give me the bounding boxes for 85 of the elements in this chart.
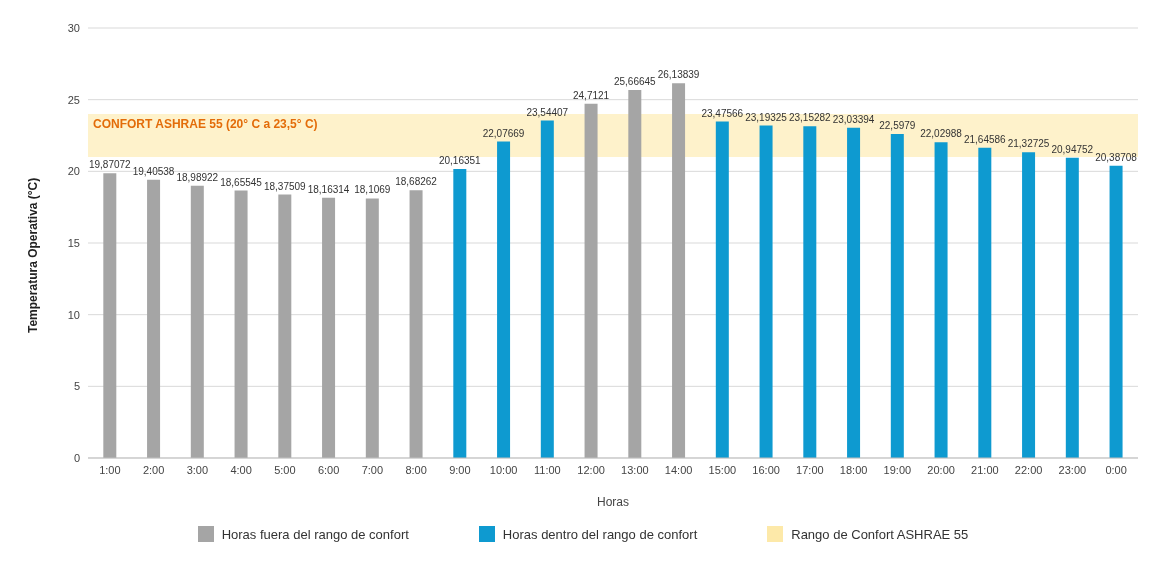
data-label: 23,54407 — [526, 106, 569, 118]
y-tick-label: 20 — [67, 165, 80, 178]
x-tick-label: 9:00 — [449, 463, 471, 476]
bar — [190, 185, 204, 458]
bar — [365, 198, 379, 458]
x-tick-label: 17:00 — [796, 463, 824, 476]
bar — [890, 134, 904, 458]
x-tick-label: 16:00 — [752, 463, 780, 476]
data-label: 20,38708 — [1095, 151, 1138, 163]
data-label: 25,66645 — [613, 76, 657, 88]
x-tick-label: 21:00 — [971, 463, 999, 476]
data-label: 20,16351 — [438, 154, 482, 166]
bar — [497, 141, 511, 458]
x-tick-label: 18:00 — [839, 463, 868, 476]
x-tick-label: 10:00 — [489, 463, 518, 476]
bar — [1065, 157, 1079, 458]
data-label: 18,16314 — [307, 183, 350, 195]
data-label: 21,32725 — [1007, 138, 1050, 150]
bar — [1109, 165, 1123, 458]
x-tick-label: 0:00 — [1105, 463, 1127, 476]
x-tick-label: 13:00 — [621, 463, 649, 476]
x-tick-label: 11:00 — [534, 463, 561, 476]
x-tick-label: 6:00 — [317, 463, 340, 476]
bar — [715, 121, 729, 458]
band-label: CONFORT ASHRAE 55 (20° C a 23,5° C) — [93, 116, 318, 131]
x-tick-label: 19:00 — [883, 463, 912, 476]
data-label: 22,07669 — [482, 127, 525, 139]
x-tick-label: 15:00 — [708, 463, 737, 476]
bar — [759, 125, 773, 458]
x-tick-label: 23:00 — [1058, 463, 1087, 476]
x-tick-label: 3:00 — [186, 463, 209, 476]
bar — [278, 194, 292, 458]
bar — [147, 179, 161, 458]
data-label: 19,40538 — [132, 165, 175, 177]
data-label: 22,02988 — [920, 128, 963, 140]
data-label: 26,13839 — [657, 69, 700, 81]
y-tick-label: 25 — [67, 93, 80, 106]
bar — [628, 90, 642, 458]
y-tick-label: 5 — [73, 380, 80, 393]
bar — [322, 197, 336, 458]
bar — [803, 126, 817, 458]
bar — [584, 103, 598, 458]
y-tick-label: 15 — [67, 236, 80, 249]
bar — [672, 83, 686, 458]
data-label: 22,5979 — [879, 120, 916, 132]
data-label: 18,65545 — [220, 176, 263, 188]
data-label: 18,68262 — [395, 176, 438, 188]
data-label: 19,87072 — [88, 159, 132, 171]
data-label: 18,98922 — [176, 171, 219, 183]
x-tick-label: 14:00 — [664, 463, 693, 476]
data-label: 18,1069 — [354, 184, 391, 196]
legend-label: Horas fuera del rango de confort — [221, 526, 409, 542]
x-axis-title: Horas — [596, 495, 630, 509]
data-label: 18,37509 — [263, 180, 307, 192]
data-label: 23,03394 — [832, 113, 875, 125]
x-tick-label: 7:00 — [361, 463, 384, 476]
bar — [978, 147, 992, 458]
x-tick-label: 20:00 — [927, 463, 955, 476]
y-axis-title: Temperatura Operativa (°C) — [26, 177, 41, 333]
text: Rango de Confort ASHRAE 55 — [791, 526, 969, 542]
bar — [234, 190, 248, 458]
data-label: 23,19325 — [745, 111, 788, 123]
legend-label: Horas dentro del rango de confort — [502, 526, 698, 542]
x-tick-label: 4:00 — [230, 463, 252, 476]
bar — [1022, 152, 1036, 458]
bar — [409, 190, 423, 458]
x-tick-label: 1:00 — [99, 463, 121, 476]
bar — [847, 127, 861, 458]
y-tick-label: 30 — [67, 21, 80, 34]
x-tick-label: 12:00 — [577, 463, 605, 476]
data-label: 20,94752 — [1051, 143, 1094, 155]
x-tick-label: 22:00 — [1014, 463, 1043, 476]
bar — [934, 142, 948, 458]
data-label: 24,7121 — [572, 89, 610, 101]
x-tick-label: 8:00 — [405, 463, 427, 476]
data-label: 21,64586 — [963, 133, 1007, 145]
x-tick-label: 2:00 — [142, 463, 165, 476]
y-tick-label: 10 — [67, 308, 80, 321]
data-label: 23,15282 — [788, 112, 832, 124]
x-tick-label: 5:00 — [274, 463, 296, 476]
bar — [453, 168, 467, 458]
bar — [540, 120, 554, 458]
y-tick-label: 0 — [73, 451, 80, 464]
data-label: 23,47566 — [701, 107, 744, 119]
bar — [103, 173, 117, 458]
